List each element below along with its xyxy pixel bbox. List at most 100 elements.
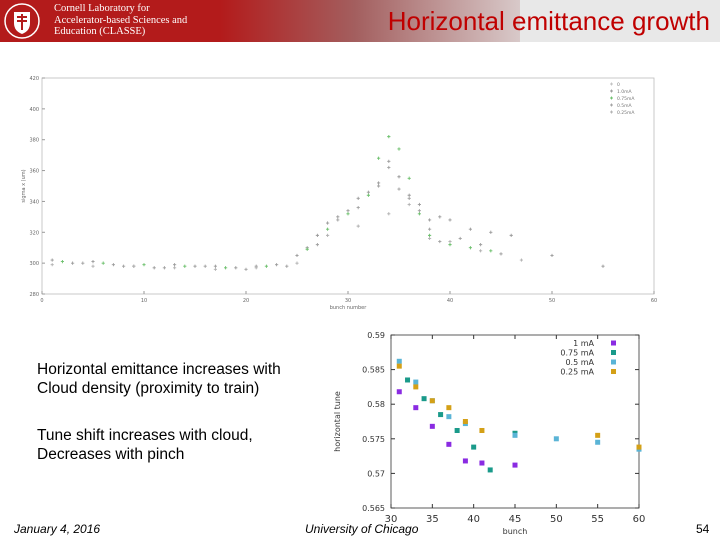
chart1-point-s1-15 xyxy=(428,233,432,237)
chart1-point-s3-4 xyxy=(213,267,217,271)
chart1-x-label: bunch number xyxy=(330,305,367,310)
chart1-y-tick-label-2: 320 xyxy=(29,230,39,236)
chart2-point-s1-2 xyxy=(438,412,444,418)
chart1-point-s0-8 xyxy=(213,264,217,268)
chart1-point-s2-9 xyxy=(377,184,381,188)
chart1-point-s2-17 xyxy=(479,243,483,247)
chart1-point-s3-3 xyxy=(173,266,177,270)
chart2-point-s3-5 xyxy=(479,427,485,433)
chart2-legend-marker-3 xyxy=(611,369,616,374)
chart1-point-s2-16 xyxy=(458,236,462,241)
chart2-y-tick-label-4: 0.585 xyxy=(362,366,385,375)
chart1-legend-label-4: 0.25mA xyxy=(617,110,635,116)
chart1-legend-label-0: 0 xyxy=(617,82,620,88)
chart2-point-s0-4 xyxy=(462,458,468,464)
chart2-x-tick-label-5: 55 xyxy=(591,514,604,525)
chart2-legend-label-2: 0.5 mA xyxy=(565,358,594,367)
chart1-point-s3-13 xyxy=(479,249,483,253)
chart1-point-s2-13 xyxy=(417,209,421,213)
chart1-point-s3-1 xyxy=(91,264,95,268)
chart1-point-s0-0 xyxy=(50,258,54,262)
chart1-point-s0-19 xyxy=(366,190,370,194)
chart1-point-s1-8 xyxy=(346,212,350,216)
chart1-point-s0-22 xyxy=(397,175,401,179)
chart1-point-s1-12 xyxy=(397,147,401,151)
chart1-point-s0-23 xyxy=(407,193,411,197)
chart1-point-s0-16 xyxy=(336,215,340,219)
header-photo-fade xyxy=(220,0,520,42)
chart2-x-tick-label-4: 50 xyxy=(550,514,563,525)
chart2-legend-marker-0 xyxy=(611,340,616,346)
chart2-point-s1-4 xyxy=(471,444,477,450)
chart1-y-tick-label-5: 380 xyxy=(29,138,39,144)
chart2-x-tick-label-1: 35 xyxy=(426,514,439,525)
chart1-point-s3-0 xyxy=(50,263,54,267)
chart2-point-s1-1 xyxy=(421,396,427,402)
chart2-x-label: bunch xyxy=(503,527,528,536)
chart2-y-tick-label-0: 0.565 xyxy=(362,504,385,513)
bullet-emittance: Horizontal emittance increases with Clou… xyxy=(37,360,281,398)
slide-title: Horizontal emittance growth xyxy=(387,6,710,36)
chart1-point-s0-9 xyxy=(234,266,238,270)
chart1-point-s1-17 xyxy=(468,246,472,250)
chart1-legend-marker-1 xyxy=(610,89,613,93)
chart1-point-s0-2 xyxy=(91,260,95,264)
chart1-point-s1-6 xyxy=(305,247,309,251)
chart1-point-s2-0 xyxy=(81,261,85,265)
chart2-x-tick-label-2: 40 xyxy=(467,514,480,525)
chart1-point-s3-12 xyxy=(448,239,452,244)
chart1-point-s0-25 xyxy=(428,218,432,222)
chart1-point-s2-6 xyxy=(315,243,319,247)
emittance-chart: 0 10 20 30 40 50 60 280 300 320 340 360 380 400 420 bun… xyxy=(21,76,657,310)
chart2-point-s0-6 xyxy=(512,462,518,468)
chart2-point-s1-0 xyxy=(405,377,411,383)
chart1-point-s1-1 xyxy=(101,261,105,265)
chart1-y-tick-label-7: 420 xyxy=(29,76,39,82)
chart1-legend-marker-0 xyxy=(610,82,613,86)
chart2-point-s2-3 xyxy=(446,414,452,420)
chart1-point-s1-9 xyxy=(366,193,370,197)
chart1-point-s3-6 xyxy=(295,261,299,265)
chart2-point-s0-2 xyxy=(429,423,435,429)
chart1-y-tick-label-6: 400 xyxy=(29,107,39,113)
chart1-point-s3-2 xyxy=(132,264,136,268)
chart1-point-s2-3 xyxy=(203,264,207,268)
chart1-point-s2-18 xyxy=(499,252,503,256)
chart2-x-tick-label-3: 45 xyxy=(509,514,522,525)
chart1-point-s2-1 xyxy=(122,264,126,268)
chart1-point-s0-3 xyxy=(111,263,115,267)
chart2-legend-label-3: 0.25 mA xyxy=(560,368,594,377)
chart1-x-tick-label-6: 60 xyxy=(651,298,657,304)
chart1-point-s0-18 xyxy=(356,196,360,200)
chart1-legend-label-1: 1.0mA xyxy=(617,89,633,95)
tune-chart: 30 35 40 45 50 55 60 0.565 0.57 0.575 0.58 0.585 0.5… xyxy=(333,331,645,536)
chart1-legend-label-3: 0.5mA xyxy=(617,103,633,109)
chart1-point-s3-9 xyxy=(387,212,391,216)
chart1-y-tick-label-4: 360 xyxy=(29,169,39,175)
chart1-x-tick-label-5: 50 xyxy=(549,298,555,304)
chart1-point-s0-32 xyxy=(601,264,605,268)
chart1-point-s0-6 xyxy=(173,263,177,267)
chart2-point-s2-6 xyxy=(553,436,559,442)
chart1-point-s0-12 xyxy=(295,253,299,258)
chart1-point-s0-21 xyxy=(387,159,391,163)
chart1-point-s1-3 xyxy=(183,264,187,268)
chart1-point-s1-0 xyxy=(60,260,64,264)
chart1-point-s1-14 xyxy=(417,212,421,216)
chart1-legend-marker-2 xyxy=(610,96,613,100)
chart1-point-s1-13 xyxy=(407,176,411,180)
chart1-point-s0-27 xyxy=(448,218,452,222)
chart2-point-s2-1 xyxy=(413,379,419,385)
bullet-tune: Tune shift increases with cloud, Decreas… xyxy=(37,426,253,464)
bullet-tune-line-1: Tune shift increases with cloud, xyxy=(37,427,253,444)
header-bar: Cornell Laboratory for Accelerator-based… xyxy=(0,0,720,42)
footer-venue: University of Chicago xyxy=(305,522,419,536)
chart1-point-s0-5 xyxy=(152,266,156,270)
chart1-legend-marker-4 xyxy=(610,110,613,114)
chart2-point-s2-5 xyxy=(512,432,518,438)
bullet-emittance-line-1: Horizontal emittance increases with xyxy=(37,361,281,378)
chart1-point-s0-7 xyxy=(193,264,197,268)
chart1-point-s2-12 xyxy=(407,196,411,200)
chart2-legend-label-0: 1 mA xyxy=(573,339,594,348)
chart1-point-s3-10 xyxy=(407,202,411,207)
